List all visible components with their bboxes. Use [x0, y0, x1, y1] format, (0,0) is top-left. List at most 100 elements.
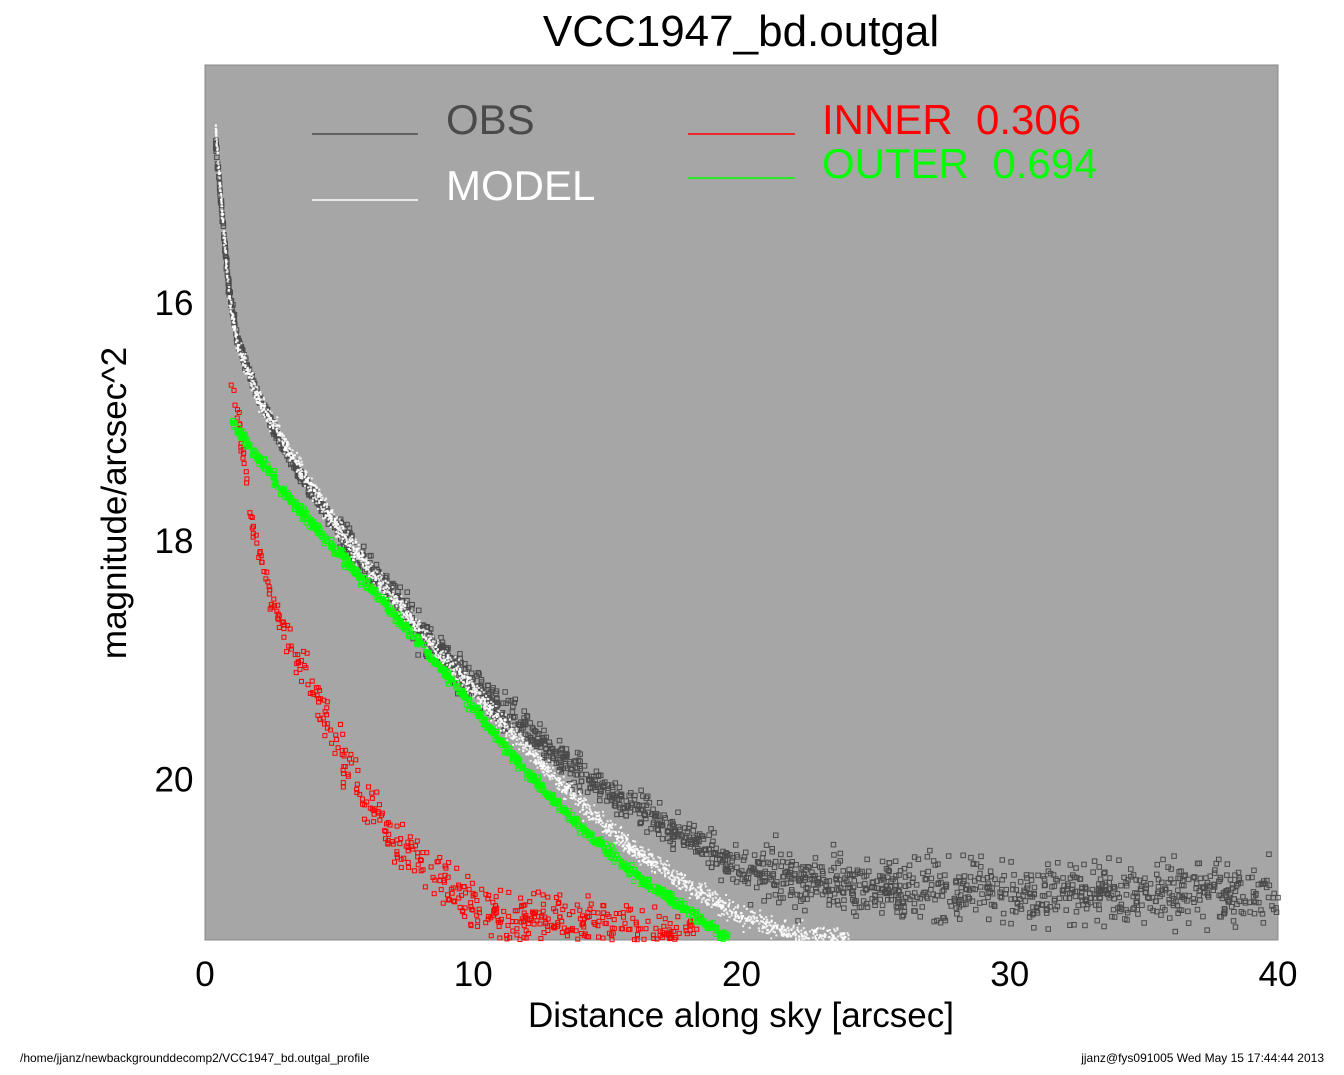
data-point-model [822, 938, 825, 941]
data-point-model [541, 765, 543, 768]
data-point-model [236, 343, 239, 346]
data-point-model [745, 907, 748, 910]
data-point-model [294, 454, 296, 457]
data-point-model [322, 517, 325, 520]
data-point-model [275, 419, 278, 422]
data-point-obs [563, 752, 569, 758]
data-point-model [283, 452, 286, 455]
data-point-obs [1200, 884, 1207, 890]
data-point-obs [1071, 874, 1078, 880]
data-point-model [300, 460, 303, 463]
data-point-model [581, 806, 584, 809]
data-point-model [764, 926, 767, 929]
data-point-model [263, 416, 266, 418]
data-point-model [653, 864, 656, 867]
data-point-model [578, 801, 581, 804]
data-point-model [296, 451, 298, 454]
data-point-model [841, 937, 844, 940]
data-point-model [638, 856, 641, 858]
data-point-model [286, 442, 288, 445]
data-point-model [500, 724, 503, 727]
data-point-model [728, 899, 731, 902]
data-point-obs [1041, 893, 1048, 899]
data-point-model [403, 613, 406, 615]
data-point-obs [1008, 896, 1014, 902]
data-point-model [274, 422, 277, 425]
data-point-model [847, 937, 850, 940]
data-point-model [469, 677, 471, 680]
data-point-model [550, 775, 553, 778]
data-point-model [354, 547, 357, 550]
data-point-obs [489, 698, 495, 704]
data-point-model [467, 686, 470, 689]
data-point-obs [826, 902, 832, 908]
data-point-model [330, 518, 333, 520]
data-point-model [314, 493, 317, 496]
data-point-model [272, 421, 275, 423]
data-point-model [355, 555, 358, 558]
data-point-model [384, 589, 386, 592]
data-point-inner [276, 625, 282, 630]
data-point-model [662, 867, 665, 870]
data-point-model [631, 850, 634, 852]
data-point-model [794, 938, 797, 941]
data-point-model [498, 721, 501, 724]
data-point-inner [525, 931, 531, 936]
data-point-inner [675, 914, 681, 920]
data-point-model [766, 921, 769, 924]
data-point-inner [359, 796, 365, 802]
data-point-inner [456, 895, 462, 901]
data-point-model [568, 786, 571, 789]
data-point-model [326, 509, 329, 512]
data-point-obs [705, 860, 712, 866]
data-point-obs [730, 876, 736, 882]
data-point-obs [214, 154, 220, 161]
data-point-model [427, 634, 430, 637]
data-point-inner [559, 918, 565, 924]
data-point-model [434, 646, 437, 648]
data-point-model [297, 460, 300, 463]
data-point-model [619, 827, 622, 829]
data-point-model [272, 422, 275, 425]
data-point-inner [523, 913, 529, 919]
data-point-model [348, 548, 350, 550]
data-point-obs [1072, 888, 1079, 895]
data-point-model [255, 400, 258, 403]
data-point-inner [324, 721, 330, 727]
data-point-model [582, 808, 585, 811]
data-point-inner [431, 891, 437, 897]
data-point-inner [493, 894, 499, 900]
data-point-inner [410, 846, 416, 852]
data-point-obs [1228, 904, 1235, 910]
data-point-model [800, 929, 803, 932]
data-point-model [766, 925, 769, 928]
data-point-model [705, 893, 708, 896]
data-point-model [606, 830, 609, 833]
data-point-model [679, 887, 682, 890]
data-point-model [366, 561, 369, 564]
data-point-inner [650, 932, 656, 938]
data-point-model [218, 165, 220, 168]
data-point-model [543, 774, 546, 777]
data-point-model [767, 932, 770, 935]
data-point-inner [566, 912, 572, 918]
data-point-obs [493, 690, 499, 697]
data-point-inner [595, 923, 601, 929]
data-point-model [787, 932, 790, 935]
data-point-obs [1118, 901, 1125, 908]
data-point-obs [573, 759, 579, 765]
data-point-obs [771, 864, 778, 871]
data-point-model [682, 876, 685, 879]
data-point-obs [670, 846, 676, 852]
data-point-model [330, 519, 332, 522]
data-point-model [401, 611, 404, 614]
data-point-model [328, 516, 331, 519]
data-point-model [746, 917, 749, 920]
data-point-obs [638, 819, 644, 825]
data-point-obs [861, 873, 867, 880]
data-point-model [664, 874, 666, 877]
data-point-model [682, 880, 685, 883]
data-point-inner [586, 934, 592, 940]
data-point-obs [1045, 861, 1051, 867]
data-point-model [444, 658, 446, 661]
